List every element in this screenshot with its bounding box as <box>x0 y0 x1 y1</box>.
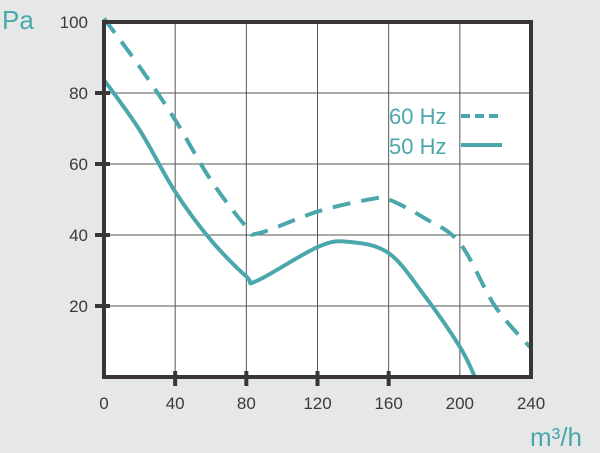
x-tick-label: 200 <box>446 394 474 413</box>
grid <box>104 22 531 377</box>
ticks: 0 40 80 120 160 200 240 20 40 60 80 100 <box>60 13 546 413</box>
y-axis-label: Pa <box>2 5 34 35</box>
x-tick-label: 240 <box>517 394 545 413</box>
y-tick-label: 80 <box>69 84 88 103</box>
x-tick-label: 0 <box>99 394 108 413</box>
y-tick-label: 60 <box>69 155 88 174</box>
y-tick-label: 20 <box>69 297 88 316</box>
y-tick-label: 100 <box>60 13 88 32</box>
curves <box>102 17 533 378</box>
y-tick-label: 40 <box>69 226 88 245</box>
legend-label-50hz: 50 Hz <box>389 134 446 159</box>
legend: 60 Hz 50 Hz <box>389 104 502 159</box>
legend-label-60hz: 60 Hz <box>389 104 446 129</box>
x-axis-label: m³/h <box>530 422 582 452</box>
series-line-60hz <box>102 17 533 350</box>
series-line-50hz <box>102 78 477 378</box>
x-tick-label: 80 <box>237 394 256 413</box>
x-tick-label: 120 <box>303 394 331 413</box>
x-tick-label: 40 <box>166 394 185 413</box>
x-tick-label: 160 <box>374 394 402 413</box>
